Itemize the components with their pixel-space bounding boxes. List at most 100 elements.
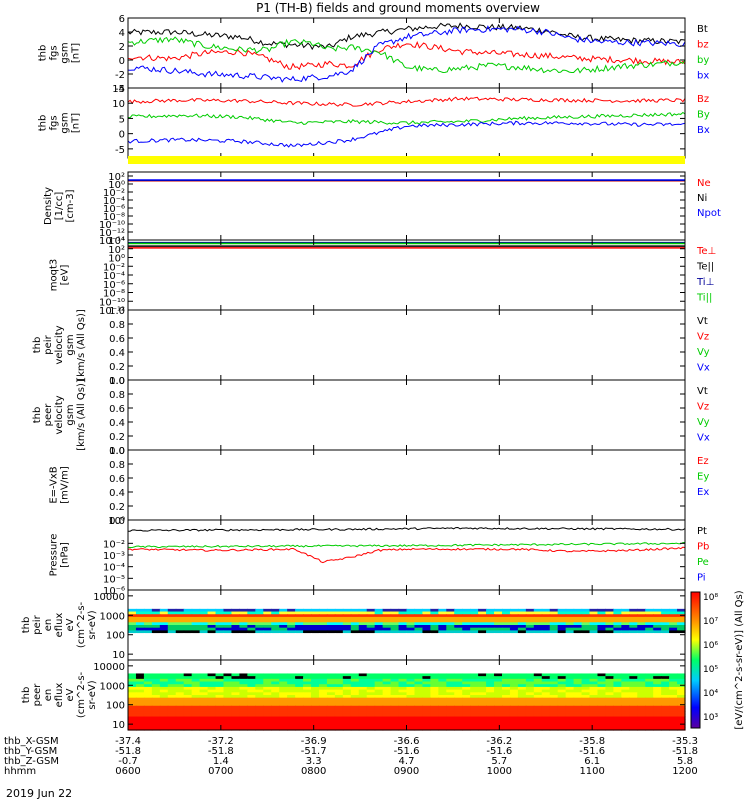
- heatmap-cell: [645, 662, 654, 666]
- heatmap-cell: [143, 695, 153, 699]
- heatmap-cell: [446, 606, 455, 610]
- heatmap-cell: [549, 703, 559, 707]
- heatmap-cell: [167, 654, 177, 658]
- heatmap-cell: [151, 606, 161, 610]
- heatmap-cell: [247, 662, 256, 666]
- heatmap-cell: [573, 608, 583, 613]
- heatmap-cell: [414, 705, 424, 710]
- heatmap-cell: [215, 651, 225, 656]
- heatmap-cell: [183, 654, 193, 658]
- heatmap-cell: [422, 614, 431, 618]
- heatmap-cell: [454, 598, 463, 602]
- heatmap-cell: [255, 611, 264, 615]
- heatmap-cell: [326, 638, 336, 642]
- heatmap-cell: [653, 646, 662, 650]
- heatmap-cell: [581, 614, 591, 618]
- heatmap-cell: [318, 713, 328, 718]
- heatmap-cell: [382, 614, 392, 618]
- heatmap-cell: [390, 692, 400, 696]
- heatmap-cell: [382, 616, 392, 621]
- y-axis-label-line: Density: [43, 187, 54, 225]
- y-tick-label: 10⁻⁶: [103, 280, 125, 291]
- heatmap-cell: [239, 662, 248, 666]
- heatmap-cell: [557, 598, 567, 602]
- heatmap-cell: [199, 697, 209, 701]
- heatmap-cell: [175, 681, 185, 685]
- heatmap-cell: [279, 700, 288, 704]
- heatmap-cell: [645, 689, 654, 693]
- heatmap-cell: [279, 684, 288, 688]
- x-axis-value: 6.1: [584, 756, 600, 767]
- heatmap-cell: [589, 598, 599, 602]
- heatmap-cell: [135, 627, 145, 631]
- heatmap-cell: [350, 716, 360, 720]
- heatmap-cell: [462, 678, 471, 683]
- heatmap-cell: [597, 695, 607, 699]
- heatmap-cell: [478, 630, 487, 634]
- heatmap-cell: [509, 649, 519, 653]
- heatmap-cell: [454, 654, 463, 658]
- heatmap-cell: [143, 676, 153, 680]
- heatmap-cell: [597, 654, 607, 658]
- heatmap-cell: [669, 711, 678, 715]
- heatmap-cell: [151, 625, 161, 629]
- heatmap-cell: [462, 673, 471, 677]
- heatmap-cell: [223, 716, 233, 720]
- heatmap-cell: [621, 643, 630, 648]
- heatmap-cell: [462, 665, 471, 669]
- heatmap-cell: [597, 719, 607, 723]
- y-axis-label-line: thb: [21, 617, 32, 634]
- heatmap-cell: [295, 686, 304, 691]
- heatmap-cell: [645, 686, 654, 691]
- heatmap-cell: [621, 598, 630, 602]
- heatmap-cell: [223, 670, 233, 675]
- heatmap-cell: [255, 651, 264, 656]
- heatmap-cell: [191, 713, 201, 718]
- heatmap-cell: [677, 697, 686, 701]
- heatmap-cell: [271, 641, 280, 645]
- heatmap-cell: [398, 592, 408, 596]
- heatmap-cell: [342, 598, 352, 602]
- heatmap-cell: [621, 660, 630, 664]
- heatmap-cell: [621, 614, 630, 618]
- heatmap-cell: [303, 614, 312, 618]
- heatmap-cell: [430, 662, 439, 666]
- heatmap-cell: [605, 697, 614, 701]
- heatmap-cell: [605, 689, 614, 693]
- heatmap-cell: [128, 711, 137, 715]
- heatmap-cell: [470, 616, 479, 621]
- heatmap-cell: [629, 724, 638, 728]
- heatmap-cell: [390, 606, 400, 610]
- heatmap-cell: [382, 689, 392, 693]
- heatmap-cell: [494, 657, 503, 661]
- y-tick-label: -5: [115, 145, 125, 156]
- heatmap-cell: [358, 662, 368, 666]
- heatmap-cell: [509, 651, 519, 656]
- heatmap-cell: [263, 606, 272, 610]
- y-tick-label: 0.2: [109, 362, 125, 373]
- heatmap-cell: [231, 695, 240, 699]
- heatmap-cell: [191, 662, 201, 666]
- heatmap-cell: [175, 633, 185, 637]
- heatmap-cell: [398, 713, 408, 718]
- heatmap-cell: [223, 600, 233, 605]
- heatmap-cell: [677, 649, 686, 653]
- heatmap-cell: [621, 651, 630, 656]
- heatmap-cell: [430, 654, 439, 658]
- heatmap-cell: [199, 700, 209, 704]
- heatmap-cell: [390, 705, 400, 710]
- heatmap-cell: [159, 695, 169, 699]
- heatmap-cell: [613, 708, 622, 712]
- heatmap-cell: [151, 692, 161, 696]
- heatmap-cell: [366, 622, 376, 626]
- heatmap-cell: [541, 643, 551, 648]
- heatmap-cell: [549, 595, 559, 599]
- heatmap-cell: [239, 590, 248, 594]
- heatmap-cell: [311, 705, 320, 710]
- heatmap-cell: [334, 665, 344, 669]
- heatmap-cell: [454, 681, 463, 685]
- heatmap-cell: [525, 611, 535, 615]
- heatmap-cell: [446, 651, 455, 656]
- heatmap-cell: [342, 724, 352, 728]
